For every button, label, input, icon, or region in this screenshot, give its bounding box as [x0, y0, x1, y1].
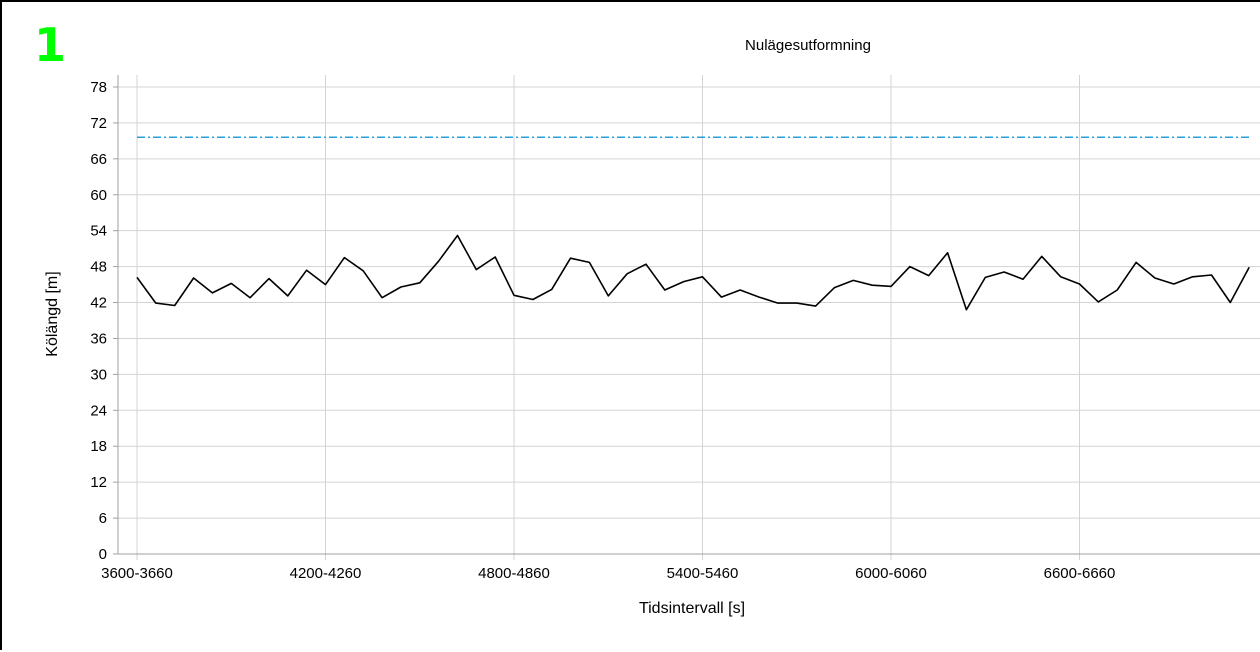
y-tick-label: 48 — [90, 259, 107, 276]
x-axis-label: Tidsintervall [s] — [639, 600, 745, 617]
x-tick-label: 4200-4260 — [290, 565, 362, 582]
x-tick-label: 5400-5460 — [667, 565, 739, 582]
x-tick-label: 6000-6060 — [855, 565, 927, 582]
y-tick-label: 0 — [99, 546, 107, 563]
x-tick-label: 4800-4860 — [478, 565, 550, 582]
y-tick-label: 24 — [90, 402, 107, 419]
queue-length-series — [137, 236, 1249, 310]
y-tick-label: 6 — [99, 510, 107, 527]
x-tick-label: 3600-3660 — [101, 565, 173, 582]
y-tick-label: 42 — [90, 295, 107, 312]
y-tick-label: 72 — [90, 115, 107, 132]
y-tick-label: 66 — [90, 151, 107, 168]
y-tick-label: 60 — [90, 187, 107, 204]
chart-title: Nulägesutformning — [745, 37, 871, 54]
y-tick-label: 30 — [90, 366, 107, 383]
x-tick-label: 6600-6660 — [1044, 565, 1116, 582]
y-tick-label: 36 — [90, 330, 107, 347]
y-tick-label: 12 — [90, 474, 107, 491]
y-tick-label: 78 — [90, 79, 107, 96]
y-tick-label: 54 — [90, 223, 107, 240]
y-axis-label: Kölängd [m] — [44, 271, 61, 356]
y-tick-label: 18 — [90, 438, 107, 455]
